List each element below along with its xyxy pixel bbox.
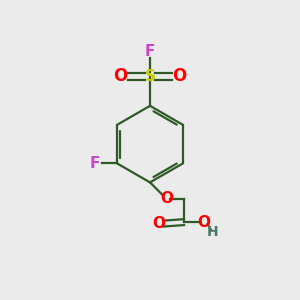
Text: O: O bbox=[172, 68, 187, 85]
Text: O: O bbox=[160, 191, 173, 206]
Text: F: F bbox=[145, 44, 155, 59]
Text: O: O bbox=[113, 68, 128, 85]
Text: S: S bbox=[145, 69, 155, 84]
Text: H: H bbox=[207, 225, 219, 239]
Text: O: O bbox=[198, 214, 211, 230]
Text: O: O bbox=[153, 216, 166, 231]
Text: F: F bbox=[90, 156, 100, 171]
